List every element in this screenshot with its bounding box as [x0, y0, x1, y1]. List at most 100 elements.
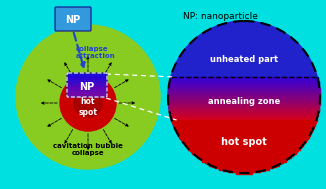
Bar — [169, 106, 319, 108]
Bar — [171, 118, 317, 119]
Bar — [199, 157, 289, 159]
Bar — [190, 149, 298, 151]
Bar — [184, 143, 304, 144]
Bar — [197, 156, 291, 158]
Text: cavitation bubble
collapse: cavitation bubble collapse — [53, 143, 123, 156]
Bar — [168, 92, 320, 94]
Bar — [170, 77, 318, 79]
Bar — [168, 94, 320, 96]
Text: hot spot: hot spot — [221, 137, 267, 147]
Bar — [168, 90, 320, 91]
Bar — [169, 82, 319, 84]
Bar — [68, 89, 106, 92]
Bar — [68, 87, 106, 90]
Bar — [170, 112, 318, 114]
Bar — [170, 114, 318, 115]
Bar — [68, 83, 106, 85]
Bar — [170, 79, 318, 81]
FancyBboxPatch shape — [55, 7, 91, 31]
Bar — [169, 84, 319, 85]
Bar — [177, 132, 311, 134]
Bar — [183, 141, 305, 143]
Bar — [191, 150, 297, 152]
Bar — [186, 145, 302, 147]
Bar — [170, 80, 318, 82]
Bar — [168, 91, 320, 93]
Text: NP: NP — [79, 82, 95, 92]
Bar — [170, 111, 319, 113]
Bar — [172, 121, 316, 123]
Bar — [169, 108, 319, 110]
Bar — [200, 158, 288, 160]
Text: hot
spot: hot spot — [79, 97, 97, 117]
Bar — [68, 92, 106, 94]
Bar — [168, 95, 320, 97]
Bar — [169, 109, 319, 111]
Bar — [169, 104, 319, 105]
Bar — [169, 105, 319, 107]
Bar — [169, 87, 319, 88]
Text: annealing zone: annealing zone — [208, 98, 280, 106]
Bar — [169, 107, 319, 109]
Bar — [187, 146, 301, 148]
Bar — [170, 115, 318, 116]
Bar — [228, 170, 260, 172]
Circle shape — [74, 89, 102, 117]
Bar — [171, 117, 317, 118]
Bar — [168, 102, 320, 103]
Bar — [185, 144, 303, 146]
Text: collapse
attraction: collapse attraction — [76, 46, 116, 59]
Bar — [168, 100, 320, 101]
Bar — [170, 78, 318, 80]
Bar — [194, 153, 294, 155]
Bar — [218, 168, 270, 170]
Bar — [180, 137, 308, 139]
Bar — [174, 125, 314, 127]
Bar — [68, 74, 106, 77]
Bar — [68, 81, 106, 83]
Bar — [173, 124, 315, 126]
Bar — [212, 165, 276, 167]
Text: NP: NP — [66, 15, 81, 25]
Bar — [195, 154, 293, 156]
Bar — [178, 133, 310, 135]
Bar — [168, 89, 319, 90]
Circle shape — [168, 21, 320, 173]
Bar — [174, 127, 314, 129]
Bar — [169, 86, 319, 87]
Bar — [223, 169, 265, 171]
Bar — [176, 131, 312, 132]
Bar — [179, 136, 309, 138]
Bar — [168, 98, 320, 100]
Bar — [168, 101, 320, 102]
Bar — [173, 123, 315, 125]
Bar — [168, 103, 320, 104]
Bar — [68, 78, 106, 81]
Circle shape — [16, 25, 160, 169]
Bar — [205, 161, 283, 163]
Bar — [181, 139, 307, 140]
Bar — [169, 110, 319, 112]
Bar — [175, 128, 313, 130]
Bar — [168, 93, 320, 95]
FancyBboxPatch shape — [67, 73, 107, 97]
Bar — [169, 88, 319, 89]
Bar — [68, 76, 106, 79]
Circle shape — [60, 75, 116, 131]
Text: unheated part: unheated part — [210, 54, 278, 64]
Bar — [68, 94, 106, 97]
Text: NP: nanoparticle: NP: nanoparticle — [183, 12, 258, 21]
Bar — [168, 97, 320, 99]
Bar — [178, 135, 309, 136]
Bar — [170, 116, 318, 117]
Bar — [188, 148, 300, 150]
Bar — [209, 164, 279, 166]
Bar — [172, 120, 316, 122]
Bar — [168, 96, 320, 98]
Bar — [202, 160, 286, 162]
Bar — [170, 81, 319, 83]
Bar — [192, 152, 296, 154]
Bar — [176, 129, 312, 131]
Bar — [171, 119, 317, 121]
Bar — [68, 85, 106, 88]
